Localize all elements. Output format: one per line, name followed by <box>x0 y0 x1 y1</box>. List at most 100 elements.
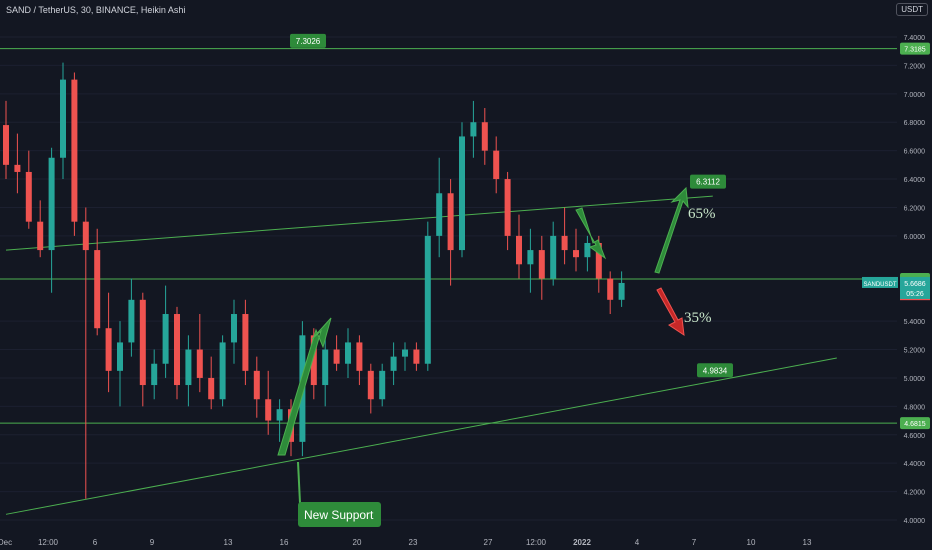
symbol-badge <box>862 276 898 288</box>
candle-body <box>595 242 602 279</box>
countdown-label: 05:26 <box>906 291 924 298</box>
candle-body <box>174 314 180 386</box>
candle-body <box>231 314 237 343</box>
candle-body <box>105 328 112 371</box>
grid <box>0 36 897 521</box>
price-tick-label: 4.6000 <box>904 433 926 440</box>
price-tick-label: 7.4000 <box>904 35 926 42</box>
price-tick-label: 5.2000 <box>904 348 926 355</box>
candle-body <box>253 370 260 400</box>
candle-body <box>561 235 568 251</box>
price-tick-label: 6.0000 <box>904 234 926 241</box>
candle-body <box>117 342 123 371</box>
candle-body <box>60 79 66 158</box>
candle-body <box>139 299 146 386</box>
candle-body <box>379 370 386 400</box>
current-price-label: 5.6686 <box>904 281 926 288</box>
candle-series <box>3 62 625 499</box>
time-tick-label: 4 <box>635 538 640 547</box>
symbol-badge-label: SANDUSDT <box>863 282 896 288</box>
candle-body <box>162 314 169 364</box>
candle-body <box>618 282 625 300</box>
candle-body <box>413 349 420 364</box>
level-badge-label: 7.3185 <box>904 47 926 54</box>
candle-body <box>322 349 329 386</box>
candle-body <box>459 136 465 251</box>
annotation-65-percent: 65% <box>688 206 716 222</box>
horizontal-levels <box>0 48 897 424</box>
time-tick-label: 2022 <box>573 538 591 547</box>
time-tick-label: 23 <box>409 538 418 547</box>
candle-body <box>25 171 32 222</box>
price-tick-label: 6.8000 <box>904 120 926 127</box>
level-badge <box>900 42 930 55</box>
candle-body <box>71 79 78 222</box>
candle-body <box>14 164 21 172</box>
candle-body <box>390 356 397 371</box>
candle-body <box>573 250 579 258</box>
candle-body <box>516 235 522 265</box>
currency-button[interactable]: USDT <box>896 3 928 16</box>
candle-body <box>402 349 408 357</box>
callout-box <box>290 33 326 48</box>
candle-body <box>94 250 101 329</box>
chart-title: SAND / TetherUS, 30, BINANCE, Heikin Ash… <box>6 5 186 15</box>
down-slope-arrow-icon <box>575 207 607 260</box>
current-price-badge <box>900 276 930 299</box>
down-target-arrow-icon <box>656 287 685 337</box>
new-support-pointer <box>297 461 301 504</box>
up-arrow-icon <box>277 317 332 456</box>
price-tick-label: 6.6000 <box>904 149 926 156</box>
trendline-upper <box>5 195 713 251</box>
level-badge-label: 4.6815 <box>904 421 926 428</box>
price-markers: 7.31855.69664.68155.5827SANDUSDT5.668605… <box>862 42 930 430</box>
callout-label: 4.9834 <box>703 366 728 375</box>
candle-body <box>37 221 44 251</box>
candle-body <box>481 122 488 151</box>
price-axis-ticks: 7.4000 7.2000 7.0000 6.8000 6.6000 6.4000 6.20… <box>904 35 926 525</box>
price-tick-label: 4.0000 <box>904 518 926 525</box>
candle-body <box>504 179 511 236</box>
price-tick-label: 4.8000 <box>904 404 926 411</box>
candle-body <box>584 242 591 258</box>
candle-body <box>208 377 215 400</box>
candle-body <box>550 235 557 279</box>
time-axis-ticks: Dec 12:00 6 9 13 16 20 23 27 12:00 2022 4 7 10 13 <box>0 538 812 547</box>
candle-body <box>265 399 272 421</box>
trendline-lower <box>5 357 837 515</box>
price-tick-label: 4.4000 <box>904 461 926 468</box>
candle-body <box>82 221 89 251</box>
candle-body <box>527 250 534 265</box>
candle-body <box>48 157 55 251</box>
time-tick-label: 16 <box>280 538 289 547</box>
callout-label: 7.3026 <box>296 37 321 46</box>
candle-body <box>345 342 351 364</box>
candle-body <box>185 349 192 386</box>
price-tick-label: 7.2000 <box>904 63 926 70</box>
candle-body <box>607 278 614 300</box>
price-callouts: 7.3026 6.3112 4.9834 <box>290 33 733 378</box>
time-tick-label: 6 <box>93 538 98 547</box>
candle-body <box>493 150 500 180</box>
annotation-35-percent: 35% <box>684 310 712 326</box>
candle-body <box>128 299 135 343</box>
candle-body <box>447 193 454 251</box>
new-support-box <box>298 502 381 527</box>
callout-box <box>690 174 726 189</box>
candle-body <box>333 349 340 364</box>
arrow-annotations <box>277 186 689 456</box>
candle-body <box>196 349 203 378</box>
price-tick-label: 5.0000 <box>904 376 926 383</box>
candle-body <box>219 342 226 400</box>
price-tick-label: 6.4000 <box>904 177 926 184</box>
time-tick-label: 13 <box>803 538 812 547</box>
candle-body <box>3 125 9 165</box>
candle-body <box>310 335 317 386</box>
candle-body <box>367 370 374 400</box>
time-axis <box>0 535 932 550</box>
candle-body <box>242 314 249 371</box>
time-tick-label: 12:00 <box>38 538 59 547</box>
candle-body <box>356 342 363 371</box>
